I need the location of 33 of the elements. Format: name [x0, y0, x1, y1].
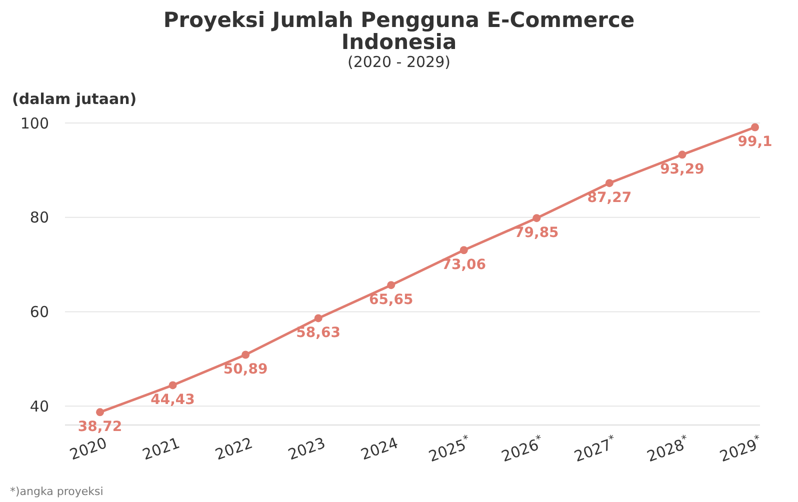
x-tick-label: 2022: [212, 434, 255, 464]
point: [532, 214, 541, 222]
data-label: 44,43: [150, 392, 195, 408]
data-label: 73,06: [442, 257, 486, 274]
data-label: 58,63: [296, 325, 340, 342]
point: [460, 246, 468, 254]
y-tick-label: 100: [20, 114, 49, 132]
x-tick-label: 2020: [67, 434, 110, 464]
x-tick-label: 2024: [358, 434, 400, 464]
point: [168, 381, 177, 390]
y-axis-title: (dalam jutaan): [12, 90, 137, 108]
y-tick-label: 60: [30, 303, 49, 321]
point: [678, 150, 686, 159]
chart-title: Proyeksi Jumlah Pengguna E-Commerce Indonesia: [163, 8, 635, 54]
x-tick-label: 2023: [286, 434, 328, 464]
data-label: 79,85: [514, 225, 559, 242]
point: [96, 408, 104, 416]
text: *)angka proyeksi: [10, 485, 104, 498]
data-label: 87,27: [587, 190, 632, 206]
point: [314, 314, 322, 322]
data-label: 99,1: [738, 134, 772, 150]
y-tick-label: 40: [30, 397, 49, 416]
data-label: 93,29: [660, 162, 704, 178]
data-label: 50,89: [223, 362, 268, 378]
data-label: 65,65: [368, 292, 414, 308]
point: [387, 281, 396, 290]
point: [605, 179, 614, 188]
y-tick-label: 80: [30, 208, 49, 227]
chart-subtitle: (2020 - 2029): [347, 53, 451, 71]
data-label: 38,72: [78, 419, 122, 436]
x-tick-label: 2021: [140, 434, 182, 464]
point: [242, 350, 250, 359]
point: [751, 123, 759, 132]
